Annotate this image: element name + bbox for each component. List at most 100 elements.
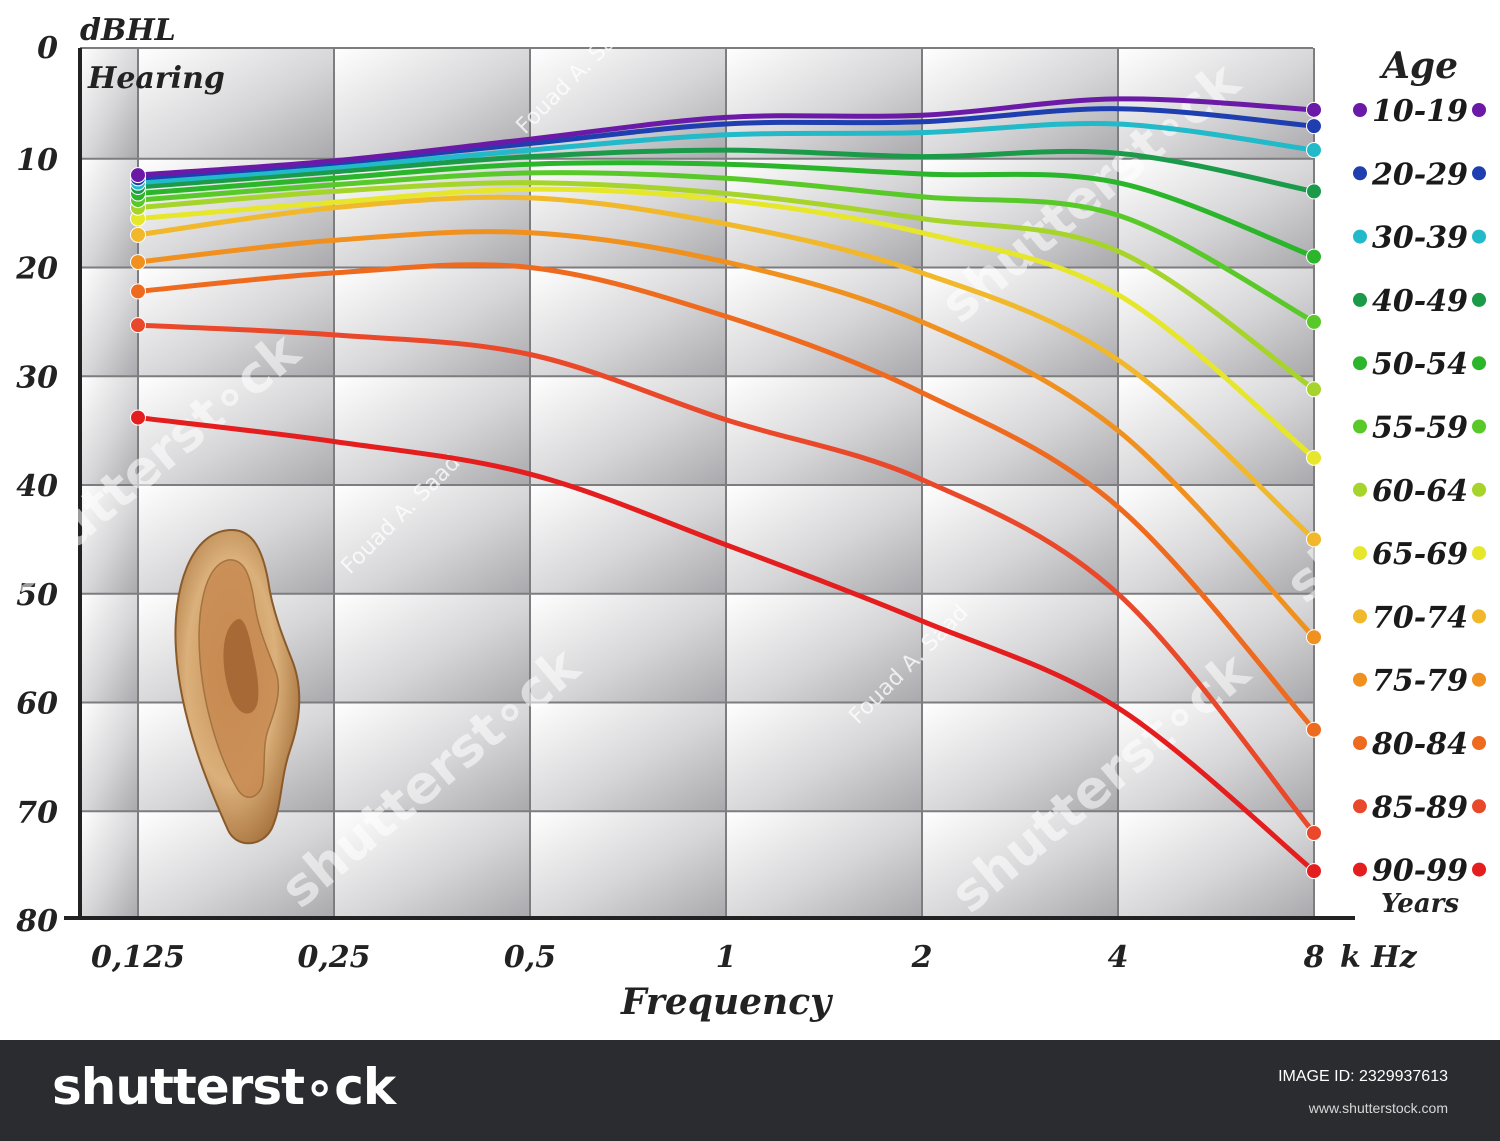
grid-cell bbox=[922, 593, 1118, 703]
legend-dot-left bbox=[1353, 862, 1367, 877]
series-point-75-79 bbox=[130, 254, 146, 271]
legend-dot-right bbox=[1472, 166, 1486, 181]
series-line-10-19 bbox=[135, 96, 1317, 178]
grid-cell bbox=[922, 485, 1118, 594]
series-point-55-59 bbox=[1306, 313, 1322, 330]
grid-cell bbox=[726, 485, 922, 594]
main-panel: 0 10 20 30 40 50 60 70 80 0,125 0,25 0,5 1 2 4 8 shutt… bbox=[15, 13, 1486, 1023]
series-point-60-64 bbox=[1306, 381, 1322, 398]
legend-dot-left bbox=[1353, 419, 1367, 434]
x-tick-label: 4 bbox=[1108, 940, 1129, 975]
x-tick-labels: 0,125 0,25 0,5 1 2 4 8 bbox=[91, 940, 1325, 975]
x-tick-label: 0,25 bbox=[297, 940, 370, 975]
series-point-30-39 bbox=[1306, 142, 1322, 159]
series-line-75-79 bbox=[135, 229, 1317, 640]
y-tick-label: 50 bbox=[16, 578, 58, 613]
x-axis-title: Frequency bbox=[620, 981, 833, 1023]
legend-dot-right bbox=[1472, 356, 1486, 371]
shutterstock-logo[interactable]: shutterst∘ck bbox=[52, 1058, 396, 1116]
series-point-50-54 bbox=[1306, 248, 1322, 265]
y-axis-title-dbhl: dBHL bbox=[80, 13, 176, 48]
grid-cell bbox=[530, 376, 726, 485]
grid-cell bbox=[726, 811, 922, 918]
legend-dot-right bbox=[1472, 736, 1486, 750]
series-line-80-84 bbox=[135, 262, 1317, 733]
grid-cell bbox=[80, 485, 138, 594]
y-tick-label: 20 bbox=[15, 252, 58, 287]
y-tick-label: 0 bbox=[37, 31, 58, 66]
grid-cell bbox=[530, 811, 726, 918]
grid-cell bbox=[80, 593, 138, 703]
series-line-90-99 bbox=[135, 415, 1317, 874]
grid-cell bbox=[922, 811, 1118, 918]
grid-cell bbox=[138, 48, 334, 159]
grid-cell bbox=[80, 702, 138, 812]
series-point-65-69 bbox=[1306, 449, 1322, 466]
legend-dot-right bbox=[1472, 609, 1486, 624]
legend-label: 60-64 bbox=[1372, 474, 1468, 509]
ear-canal bbox=[223, 618, 259, 714]
grid-cell bbox=[80, 811, 138, 918]
legend-dot-right bbox=[1472, 419, 1486, 434]
grid-cell bbox=[922, 702, 1118, 812]
series-point-75-79 bbox=[1306, 629, 1322, 646]
grid-cell bbox=[334, 485, 530, 594]
image-id: IMAGE ID: 2329937613 bbox=[1278, 1068, 1448, 1085]
series-lines bbox=[135, 96, 1317, 874]
grid-cell bbox=[530, 485, 726, 594]
series-point-40-49 bbox=[1306, 183, 1322, 200]
series-line-65-69 bbox=[135, 186, 1317, 461]
series-point-10-19 bbox=[130, 167, 146, 184]
grid-cell bbox=[726, 593, 922, 703]
legend-label: 65-69 bbox=[1372, 537, 1468, 572]
legend-dot-left bbox=[1353, 356, 1367, 371]
y-tick-label: 30 bbox=[16, 360, 58, 395]
series-line-70-74 bbox=[135, 194, 1317, 542]
legend-label: 90-99 bbox=[1372, 854, 1468, 889]
legend-dot-right bbox=[1472, 546, 1486, 561]
legend-dot-right bbox=[1472, 482, 1486, 497]
x-tick-label: 0,125 bbox=[91, 940, 185, 975]
x-tick-label: 2 bbox=[911, 940, 933, 975]
legend-dot-left bbox=[1353, 292, 1367, 307]
legend-title: Age bbox=[1379, 45, 1458, 87]
y-tick-label: 40 bbox=[16, 469, 58, 504]
legend-dot-left bbox=[1353, 546, 1367, 561]
series-point-90-99 bbox=[1306, 863, 1322, 880]
series-line-50-54 bbox=[135, 160, 1317, 260]
series-line-40-49 bbox=[135, 147, 1317, 194]
legend-label: 70-74 bbox=[1372, 600, 1468, 635]
axes bbox=[64, 48, 1355, 920]
y-tick-label: 70 bbox=[16, 795, 58, 830]
x-tick-label: 0,5 bbox=[504, 940, 556, 975]
legend-dot-left bbox=[1353, 103, 1367, 117]
y-tick-labels: 0 10 20 30 40 50 60 70 80 bbox=[15, 31, 58, 939]
grid-cell bbox=[334, 267, 530, 377]
legend: 10-19 20-29 30-39 40-49 50-54 55-59 60-64 65-69… bbox=[1353, 94, 1486, 889]
footer-bar: shutterst∘ck IMAGE ID: 2329937613 www.sh… bbox=[0, 1040, 1500, 1141]
legend-dot-left bbox=[1353, 672, 1367, 687]
legend-label: 10-19 bbox=[1372, 94, 1468, 129]
grid-cell bbox=[530, 702, 726, 812]
legend-dot-right bbox=[1472, 229, 1486, 244]
legend-dot-right bbox=[1472, 672, 1486, 687]
legend-footer: Years bbox=[1381, 889, 1459, 919]
legend-dot-left bbox=[1353, 166, 1367, 181]
legend-label: 85-89 bbox=[1371, 790, 1468, 825]
grid-cell bbox=[1118, 267, 1313, 377]
footer-url[interactable]: www.shutterstock.com bbox=[1308, 1100, 1448, 1116]
grid-cell bbox=[922, 376, 1118, 485]
series-point-10-19 bbox=[1306, 101, 1322, 118]
x-unit-label: k Hz bbox=[1340, 940, 1418, 975]
grid-cell bbox=[1118, 811, 1313, 918]
legend-dot-left bbox=[1353, 736, 1367, 750]
legend-label: 55-59 bbox=[1372, 411, 1468, 446]
plot-background bbox=[80, 48, 1313, 918]
grid-cell bbox=[530, 593, 726, 703]
grid-cell bbox=[80, 158, 138, 268]
y-tick-label: 80 bbox=[15, 904, 58, 939]
series-line-55-59 bbox=[135, 170, 1317, 325]
series-point-80-84 bbox=[1306, 721, 1322, 738]
series-point-70-74 bbox=[1306, 531, 1322, 548]
